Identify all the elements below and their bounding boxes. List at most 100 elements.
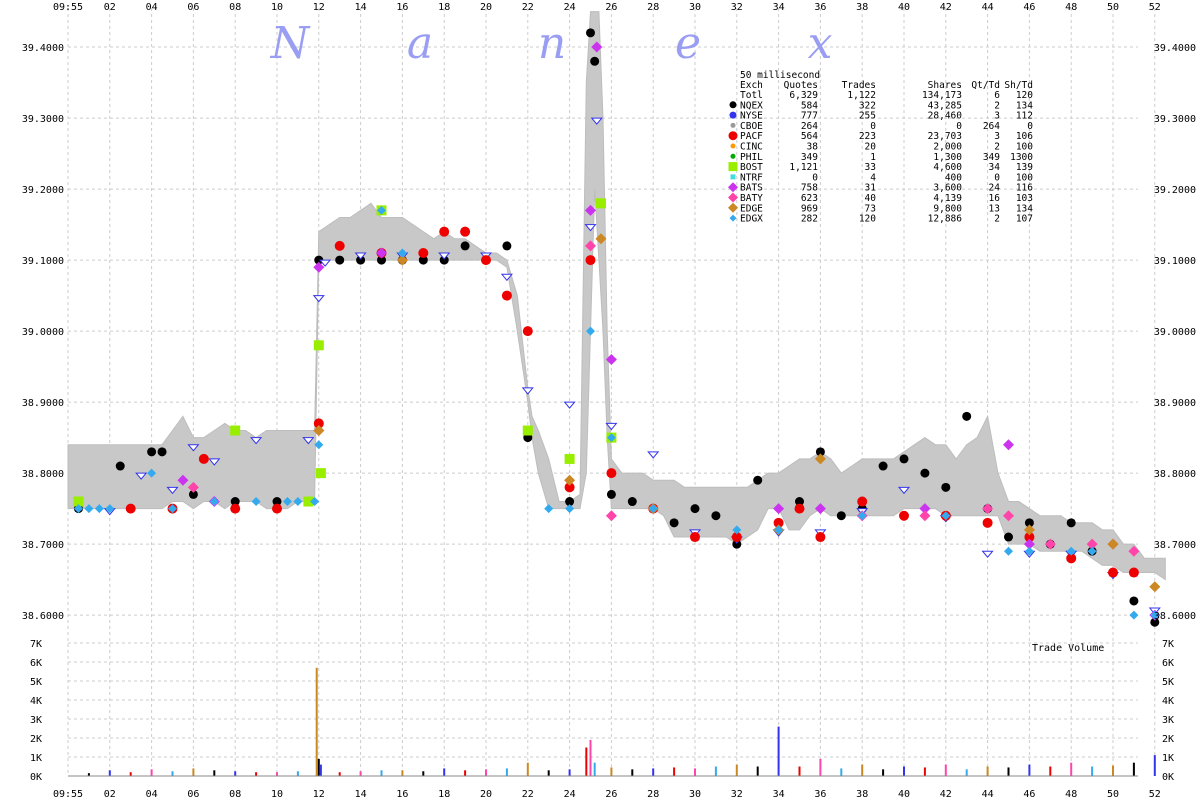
edgx-point (251, 497, 261, 507)
x-tick-label-bottom: 46 (1023, 789, 1035, 800)
y-tick-label-left: 39.1000 (22, 256, 64, 267)
volume-tick-label-right: 0K (1162, 772, 1174, 783)
edgx-point (1004, 546, 1013, 556)
legend-cell: 1 (870, 152, 876, 163)
x-tick-label-bottom: 14 (355, 789, 367, 800)
nqex-point (962, 411, 972, 421)
legend-marker-shape (728, 162, 738, 172)
legend-cell: 73 (865, 203, 876, 214)
edgx-point (565, 504, 575, 514)
y-tick-label-right: 38.6000 (1154, 611, 1196, 622)
legend-marker-pacf (728, 131, 738, 141)
nyse-point (319, 259, 332, 267)
volume-tick-label-left: 2K (30, 734, 42, 745)
bats-point (773, 503, 785, 515)
legend-marker-shape (728, 202, 738, 213)
pacf-point (899, 510, 909, 521)
legend-cell: 33 (865, 162, 876, 173)
legend-cell: 4,600 (933, 162, 962, 173)
legend-marker-shape (730, 143, 736, 149)
nqex-point (502, 241, 512, 251)
bats-point (919, 503, 931, 515)
legend-marker-cinc (730, 143, 736, 149)
baty-point (585, 240, 596, 252)
legend-cell: 349 (983, 152, 1000, 163)
legend-marker-shape (729, 101, 737, 109)
x-tick-label-top: 36 (814, 2, 826, 13)
nqex-point (335, 255, 345, 265)
x-tick-label-top: 28 (647, 2, 659, 13)
nqex-point (590, 56, 600, 66)
legend-cell: 2 (994, 142, 1000, 153)
pacf-point (481, 255, 491, 266)
nyse-point (438, 252, 451, 260)
edgx-point (293, 497, 303, 507)
volume-tick-label-right: 2K (1162, 734, 1174, 745)
legend-cell: 623 (801, 193, 818, 204)
legend-cell: 0 (956, 121, 962, 132)
legend-marker-shape (730, 174, 736, 180)
bost-point (564, 453, 575, 464)
x-tick-label-top: 30 (689, 2, 701, 13)
legend-cell: 103 (1016, 193, 1033, 204)
baty-point (919, 510, 931, 522)
legend-cell: 322 (859, 100, 876, 111)
legend-cell: PHIL (740, 152, 763, 163)
legend-cell: 2,000 (933, 142, 962, 153)
baty-point (1003, 510, 1014, 522)
legend-column-header: Sh/Td (1004, 80, 1033, 91)
x-tick-label-top: 24 (564, 2, 576, 13)
legend-marker-nqex (729, 101, 737, 109)
edgx-point (606, 433, 616, 443)
x-tick-label-top: 04 (146, 2, 158, 13)
legend-cell: NTRF (740, 172, 763, 183)
pacf-point (585, 255, 596, 266)
nqex-point (711, 511, 721, 521)
legend-cell: NQEX (740, 100, 763, 111)
y-tick-label-right: 39.3000 (1154, 114, 1196, 125)
volume-tick-label-left: 7K (30, 639, 42, 650)
legend-marker-shape (730, 153, 736, 159)
x-tick-label-top: 42 (940, 2, 952, 13)
x-tick-label-bottom: 44 (982, 789, 994, 800)
legend-cell: 120 (1016, 90, 1033, 101)
legend-marker-baty (728, 192, 738, 203)
bats-point (376, 247, 387, 259)
x-tick-label-top: 12 (313, 2, 325, 13)
pacf-point (982, 517, 993, 528)
legend-marker-nyse (729, 111, 737, 119)
pacf-point (731, 532, 742, 543)
volume-label: Trade Volume (1032, 643, 1104, 654)
nqex-point (1129, 596, 1139, 606)
nqex-point (627, 497, 637, 507)
pacf-point (857, 496, 868, 507)
edgx-point (314, 440, 324, 450)
pacf-point (815, 532, 826, 543)
nqex-point (314, 255, 324, 265)
volume-tick-label-left: 1K (30, 753, 42, 764)
y-tick-label-right: 39.0000 (1154, 327, 1196, 338)
legend-marker-shape (730, 122, 736, 128)
legend-cell: 134,173 (922, 90, 962, 101)
nqex-point (115, 461, 125, 471)
legend-column-header: Shares (928, 80, 962, 91)
x-tick-label-bottom: 42 (940, 789, 952, 800)
x-tick-label-top: 34 (773, 2, 785, 13)
volume-tick-label-right: 6K (1162, 658, 1174, 669)
legend-cell: 9,800 (933, 203, 962, 214)
nqex-point (753, 475, 763, 485)
y-tick-label-left: 39.4000 (22, 43, 64, 54)
nyse-point (135, 472, 148, 480)
edge-point (564, 474, 576, 486)
y-tick-label-right: 39.2000 (1154, 185, 1196, 196)
x-tick-label-bottom: 36 (814, 789, 826, 800)
bats-point (177, 474, 189, 486)
legend-cell: NYSE (740, 111, 763, 122)
bats-point (591, 41, 603, 53)
nqex-point (460, 241, 470, 251)
edgx-point (377, 205, 386, 215)
legend-cell: 1,300 (933, 152, 962, 163)
nyse-point (584, 224, 597, 232)
edgx-point (168, 504, 177, 514)
